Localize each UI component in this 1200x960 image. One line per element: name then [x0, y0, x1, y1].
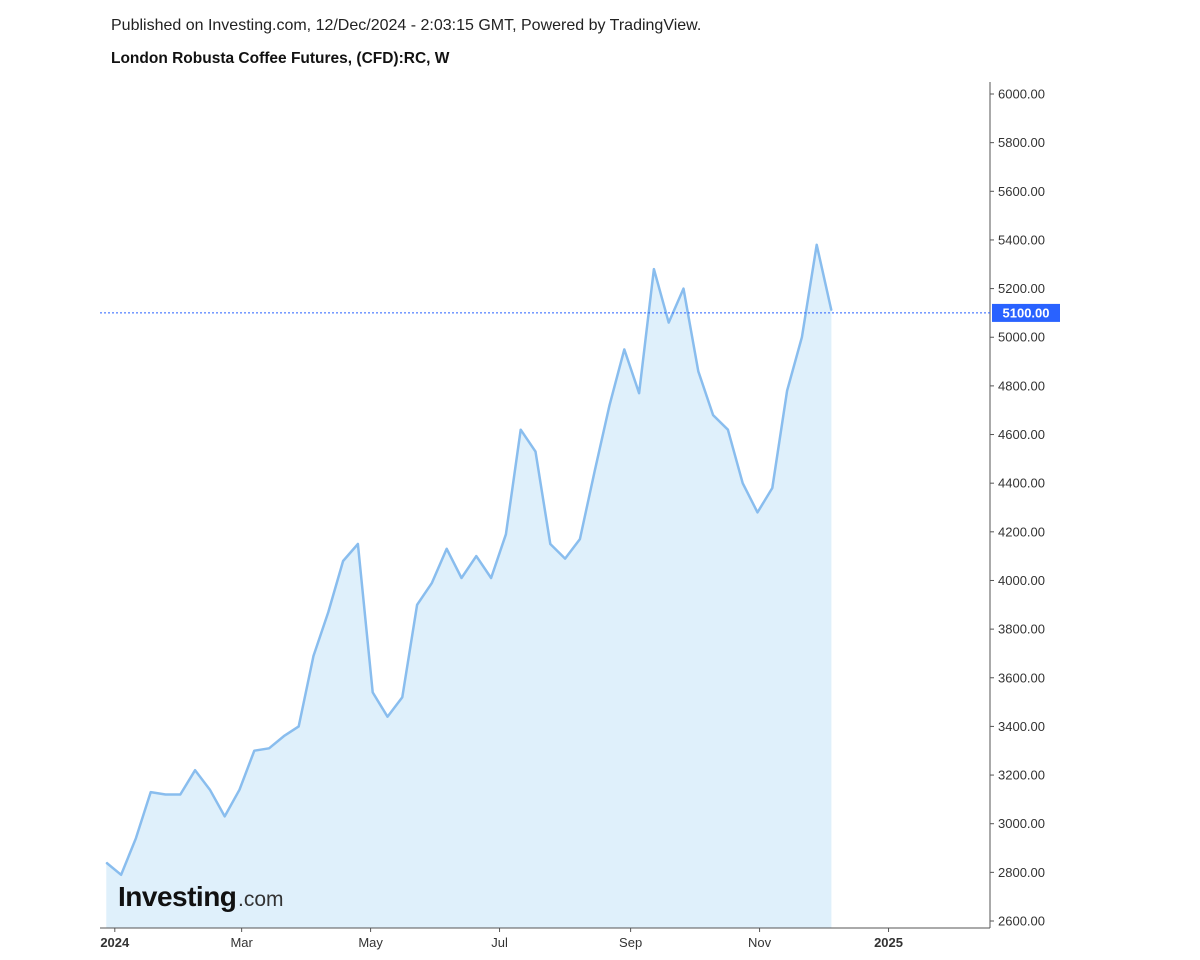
y-tick-label: 6000.00: [998, 87, 1045, 102]
data-point: [239, 789, 240, 791]
published-info: Published on Investing.com, 12/Dec/2024 …: [111, 17, 702, 34]
area-layer: [106, 244, 832, 929]
data-point: [372, 691, 374, 693]
data-point: [165, 794, 166, 795]
data-point: [120, 874, 122, 876]
data-point: [816, 244, 818, 246]
logo-suffix: .com: [238, 888, 284, 911]
data-point: [727, 429, 729, 431]
data-point: [461, 577, 462, 579]
current-price-label: 5100.00: [1003, 305, 1050, 320]
y-tick-label: 4000.00: [998, 573, 1045, 588]
data-point: [446, 548, 448, 550]
x-tick-label: Nov: [748, 935, 772, 950]
data-point: [683, 288, 684, 290]
data-point: [801, 336, 803, 338]
data-point: [535, 451, 536, 453]
data-point: [342, 560, 344, 562]
data-point: [179, 794, 181, 795]
data-point: [697, 370, 699, 372]
chart-title: London Robusta Coffee Futures, (CFD):RC,…: [111, 50, 450, 67]
data-point: [253, 750, 255, 752]
data-point: [150, 791, 152, 793]
data-point: [431, 582, 433, 584]
data-point: [490, 577, 492, 579]
data-point: [786, 390, 788, 392]
current-price-badge: [992, 303, 1060, 322]
line-layer: [105, 243, 833, 877]
y-tick-label: 4400.00: [998, 476, 1045, 491]
data-point: [549, 543, 551, 545]
data-point: [209, 789, 211, 791]
y-tick-label: 5000.00: [998, 330, 1045, 345]
y-tick-label: 3400.00: [998, 719, 1045, 734]
data-point: [579, 538, 581, 540]
area-fill: [106, 244, 832, 929]
y-tick-label: 3000.00: [998, 816, 1045, 831]
y-tick-label: 4800.00: [998, 378, 1045, 393]
investing-logo: Investing .com: [118, 881, 284, 912]
axis-layer: 2600.00 2800.00 3000.00 3200.00 3400.00 3600.…: [100, 82, 1045, 950]
series-line: [105, 243, 833, 877]
data-point: [283, 735, 285, 737]
data-point: [830, 310, 832, 311]
y-tick-label: 4600.00: [998, 427, 1045, 442]
data-point: [638, 392, 640, 394]
y-tick-label: 5600.00: [998, 184, 1045, 199]
price-layer: 5100.00: [100, 303, 1060, 322]
logo-text: Investing: [118, 881, 236, 912]
y-tick-label: 2800.00: [998, 865, 1045, 880]
data-point: [505, 533, 507, 535]
x-tick-label: Sep: [619, 935, 642, 950]
y-tick-label: 3600.00: [998, 670, 1045, 685]
data-point: [475, 555, 477, 557]
data-point: [757, 511, 758, 513]
x-tick-label: 2024: [100, 935, 130, 950]
data-point: [520, 429, 522, 431]
y-tick-label: 5200.00: [998, 281, 1045, 296]
data-point: [401, 696, 403, 698]
y-tick-label: 4200.00: [998, 524, 1045, 539]
data-point: [623, 348, 625, 350]
x-tick-label: Jul: [491, 935, 508, 950]
data-point: [564, 558, 566, 560]
y-tick-label: 3800.00: [998, 622, 1045, 637]
data-point: [194, 769, 196, 771]
data-point: [224, 815, 226, 817]
data-point: [327, 611, 329, 613]
data-point: [594, 470, 596, 472]
data-point: [653, 268, 655, 270]
data-point: [387, 716, 388, 718]
y-tick-label: 5800.00: [998, 135, 1045, 150]
data-point: [105, 862, 107, 864]
data-point: [742, 482, 744, 484]
x-tick-label: May: [358, 935, 383, 950]
x-tick-label: 2025: [874, 935, 903, 950]
data-point: [298, 725, 300, 727]
y-tick-label: 3200.00: [998, 768, 1045, 783]
data-point: [313, 655, 314, 657]
data-point: [357, 543, 359, 545]
data-point: [135, 837, 137, 839]
data-point: [609, 404, 610, 406]
data-point: [416, 604, 418, 606]
data-point: [712, 414, 714, 416]
data-point: [268, 747, 270, 749]
y-tick-label: 5400.00: [998, 232, 1045, 247]
data-point: [668, 322, 670, 324]
y-tick-label: 2600.00: [998, 914, 1045, 929]
data-point: [771, 487, 773, 489]
x-tick-label: Mar: [230, 935, 253, 950]
